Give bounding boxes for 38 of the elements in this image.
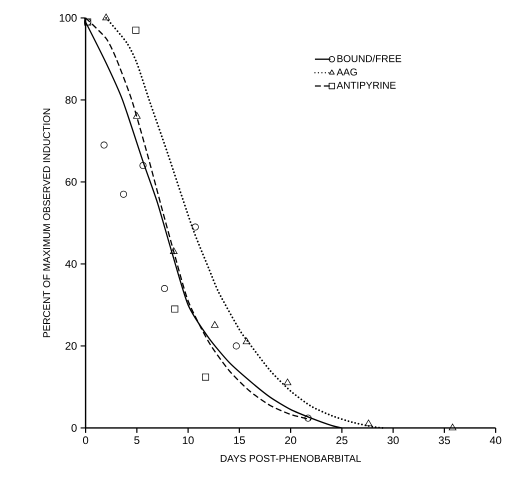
point [120, 190, 128, 198]
y-tick-label: 60 [66, 178, 77, 186]
point [284, 378, 292, 386]
x-tick-label: 20 [285, 436, 296, 444]
point [210, 321, 219, 328]
legend-label: ANTIPYRINE [336, 82, 396, 89]
y-axis-title: PERCENT OF MAXIMUM OBSERVED INDUCTION [43, 108, 50, 338]
x-tick-label: 35 [438, 436, 450, 444]
point [133, 112, 141, 119]
point [102, 14, 110, 20]
y-tick-label: 20 [66, 342, 77, 350]
x-tick-label: 10 [182, 436, 194, 444]
x-tick-label: 0 [82, 436, 88, 444]
x-tick-label: 40 [490, 436, 502, 444]
point [132, 26, 140, 34]
x-axis-title: DAYS POST-PHENOBARBITAL [220, 455, 361, 462]
x-tick-label: 30 [387, 436, 399, 444]
point [170, 247, 178, 254]
x-tick-label: 25 [336, 436, 348, 444]
y-tick-label: 0 [71, 424, 77, 432]
point [171, 306, 178, 313]
point [232, 342, 240, 350]
point [304, 414, 312, 422]
point [192, 224, 199, 231]
point [448, 424, 456, 430]
legend-label: AAG [336, 68, 357, 76]
y-tick-label: 100 [60, 14, 77, 22]
point [364, 420, 372, 426]
point [100, 142, 108, 149]
y-tick-label: 40 [65, 260, 77, 268]
point [161, 285, 168, 292]
x-tick-label: 15 [234, 436, 245, 444]
y-tick-label: 80 [65, 96, 77, 104]
point [242, 338, 250, 344]
x-tick-label: 5 [134, 436, 140, 444]
point [202, 374, 210, 381]
legend-label: BOUND/FREE [337, 55, 402, 62]
point [139, 162, 147, 170]
